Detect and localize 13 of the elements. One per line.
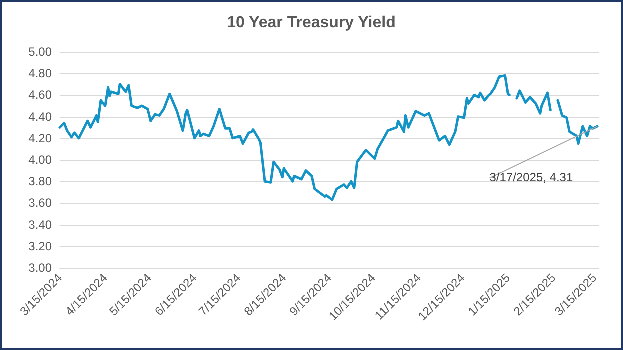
chart-title: 10 Year Treasury Yield: [227, 14, 396, 32]
y-tick-label: 4.00: [28, 153, 52, 167]
y-tick-label: 4.80: [28, 66, 52, 81]
y-tick-label: 5.00: [28, 45, 52, 59]
y-tick-label: 3.40: [28, 218, 52, 232]
annotation: 3/17/2025, 4.31: [490, 170, 574, 184]
y-tick-label: 3.60: [28, 196, 52, 210]
y-tick-label: 3.20: [28, 239, 52, 254]
y-tick-label: 3.00: [28, 261, 52, 275]
y-tick-label: 4.40: [28, 110, 52, 124]
y-tick-label: 4.60: [28, 88, 52, 102]
y-tick-label: 4.20: [28, 131, 52, 146]
y-tick-label: 3.80: [28, 174, 52, 189]
